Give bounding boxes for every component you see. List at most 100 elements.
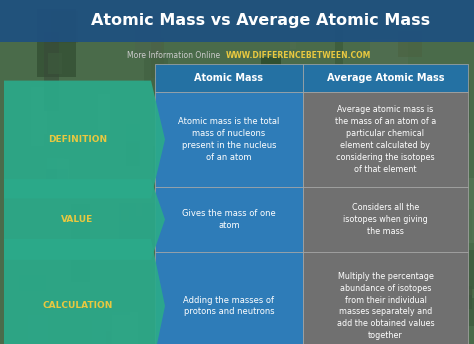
Bar	[303, 92, 468, 187]
Bar	[290, 2, 296, 49]
Bar	[38, 181, 57, 259]
Bar	[103, 143, 139, 176]
Bar	[135, 13, 161, 58]
Bar	[44, 32, 59, 111]
Bar	[377, 173, 402, 217]
Bar	[411, 288, 431, 314]
Bar	[241, 239, 276, 272]
Bar	[288, 84, 310, 117]
Bar	[322, 255, 336, 291]
Bar	[195, 207, 210, 227]
Polygon shape	[4, 80, 165, 198]
Bar	[237, 185, 266, 239]
Bar	[48, 53, 62, 74]
Bar	[246, 288, 274, 344]
Bar	[0, 0, 474, 42]
Bar	[262, 57, 281, 121]
Bar	[381, 97, 392, 160]
Bar	[457, 209, 472, 239]
Bar	[196, 128, 228, 162]
Bar	[274, 151, 303, 184]
Bar	[349, 315, 388, 329]
Bar	[236, 164, 270, 195]
Bar	[303, 187, 468, 252]
Bar	[403, 154, 411, 191]
Bar	[243, 78, 270, 100]
Bar	[313, 96, 351, 158]
Bar	[403, 85, 423, 104]
Bar	[155, 187, 303, 252]
Bar	[212, 101, 229, 158]
Bar	[326, 290, 357, 303]
Text: Adding the masses of
protons and neutrons: Adding the masses of protons and neutron…	[183, 295, 274, 316]
Text: Average atomic mass is
the mass of an atom of a
particular chemical
element calc: Average atomic mass is the mass of an at…	[335, 106, 436, 173]
Bar	[218, 201, 237, 260]
Bar	[118, 141, 150, 167]
Bar	[247, 331, 282, 344]
Bar	[199, 85, 216, 148]
Bar	[346, 265, 353, 300]
Bar	[71, 204, 90, 282]
Bar	[253, 83, 267, 120]
Bar	[416, 89, 444, 156]
Bar	[51, 11, 78, 43]
Bar	[318, 123, 332, 154]
Bar	[76, 320, 109, 344]
Text: CALCULATION: CALCULATION	[42, 301, 113, 311]
Bar	[294, 119, 307, 170]
Bar	[106, 283, 123, 317]
Bar	[70, 319, 92, 344]
Text: Multiply the percentage
abundance of isotopes
from their individual
masses separ: Multiply the percentage abundance of iso…	[337, 272, 434, 340]
Text: Atomic Mass: Atomic Mass	[194, 73, 264, 83]
Bar	[37, 9, 76, 77]
Bar	[155, 64, 303, 92]
Bar	[300, 218, 323, 234]
Polygon shape	[4, 179, 165, 260]
Bar	[303, 64, 468, 92]
Bar	[438, 316, 452, 344]
Bar	[160, 226, 178, 283]
Bar	[389, 247, 413, 291]
Bar	[280, 95, 305, 131]
Bar	[168, 329, 197, 344]
Bar	[266, 265, 288, 312]
Bar	[222, 143, 237, 157]
Bar	[324, 210, 358, 232]
Bar	[112, 312, 138, 344]
Bar	[126, 124, 140, 166]
Text: Atomic mass is the total
mass of nucleons
present in the nucleus
of an atom: Atomic mass is the total mass of nucleon…	[178, 117, 280, 162]
Bar	[458, 278, 474, 295]
Bar	[151, 38, 164, 78]
Bar	[124, 343, 163, 344]
Bar	[421, 121, 430, 141]
Polygon shape	[4, 239, 165, 344]
Bar	[118, 203, 158, 247]
Bar	[309, 77, 339, 104]
Bar	[382, 257, 393, 282]
Bar	[308, 241, 341, 314]
Bar	[145, 57, 168, 100]
Bar	[403, 322, 436, 344]
Text: More Information Online: More Information Online	[127, 52, 220, 61]
Bar	[165, 250, 202, 322]
Bar	[330, 241, 348, 272]
Bar	[323, 82, 342, 125]
Bar	[292, 218, 299, 255]
Bar	[235, 238, 252, 314]
Bar	[450, 250, 474, 289]
Bar	[253, 258, 290, 309]
Bar	[168, 223, 190, 274]
Bar	[98, 94, 110, 131]
Bar	[214, 313, 229, 344]
Text: Considers all the
isotopes when giving
the mass: Considers all the isotopes when giving t…	[343, 203, 428, 236]
Bar	[201, 136, 216, 147]
Text: Atomic Mass vs Average Atomic Mass: Atomic Mass vs Average Atomic Mass	[91, 13, 430, 29]
Bar	[294, 242, 307, 262]
Bar	[160, 324, 176, 344]
Bar	[399, 31, 422, 57]
Text: DEFINITION: DEFINITION	[48, 135, 107, 144]
Bar	[399, 155, 418, 229]
Bar	[27, 315, 48, 342]
Bar	[411, 219, 444, 276]
Bar	[293, 127, 314, 189]
